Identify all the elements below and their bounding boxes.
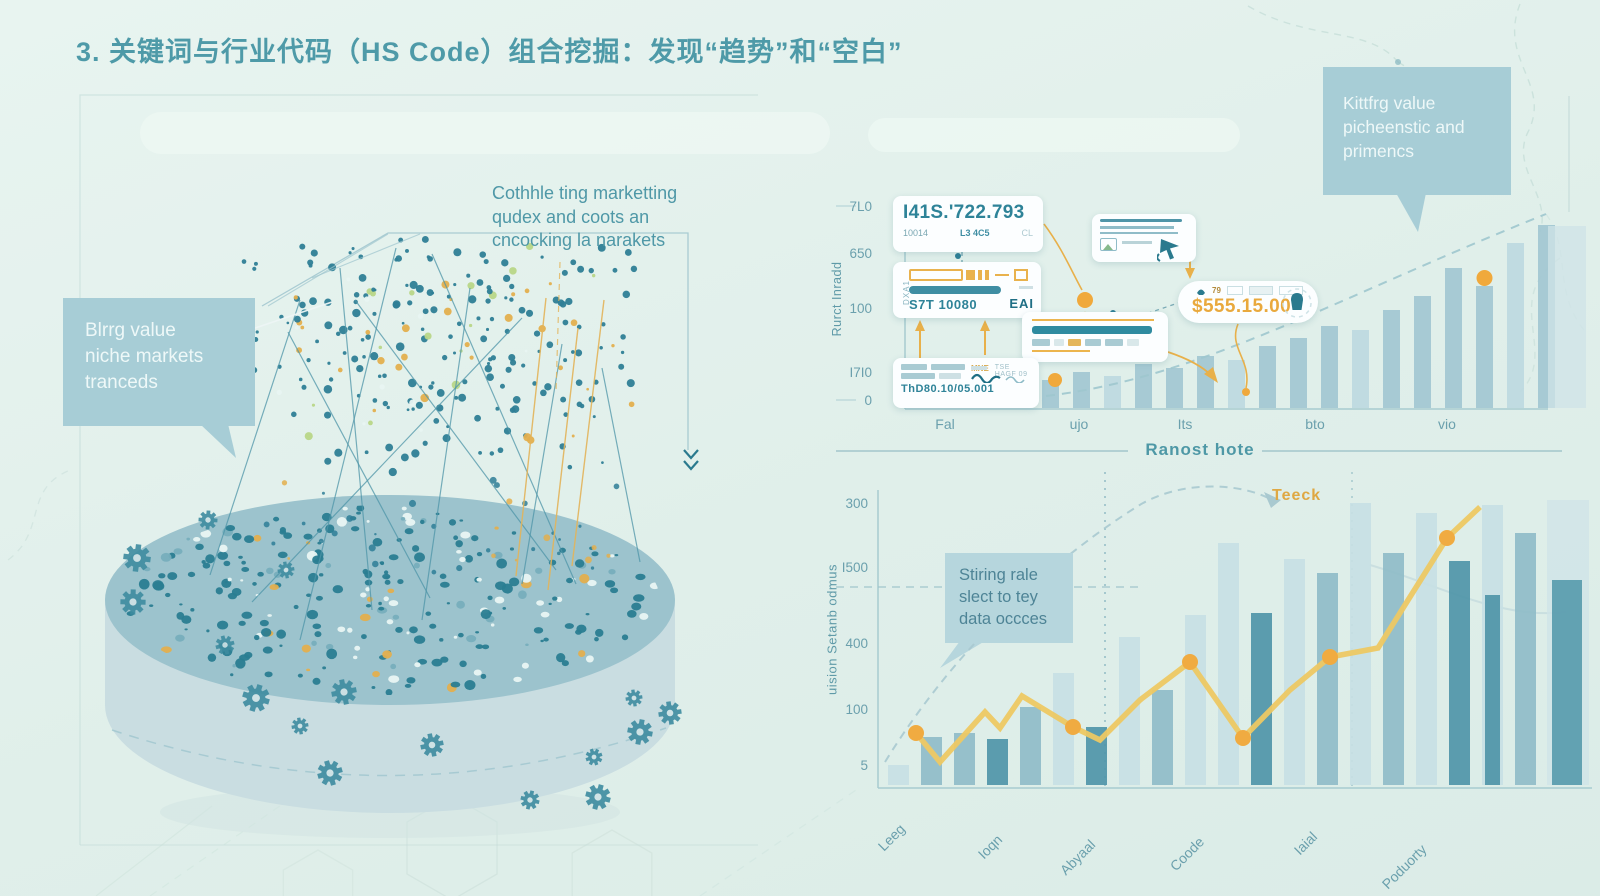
orange-rule — [1032, 350, 1090, 352]
code-card-number: S7T 10080 — [909, 297, 978, 312]
table-row-cells — [1032, 339, 1158, 346]
stat-card: I41S.'722.793 10014 L3 4C5 CL — [893, 196, 1043, 252]
funnel-outline — [261, 232, 689, 450]
top-y-tick-3: 100 — [849, 301, 872, 316]
cursor-arrow-icon — [1157, 239, 1179, 262]
orange-segment-bar — [909, 269, 1028, 281]
left-panel-outline — [79, 94, 758, 846]
progress-bar — [909, 286, 1001, 294]
top-x-tick-5: vio — [1438, 416, 1456, 432]
stat-card-sub2: L3 4C5 — [960, 228, 990, 238]
keyword-scatter-cloud — [239, 236, 638, 575]
top-x-tick-3: Its — [1177, 416, 1193, 432]
page-title: 3. 关键词与行业代码（HS Code）组合挖掘：发现“趋势”和“空白” — [76, 37, 903, 67]
dish-speckles — [126, 505, 660, 695]
text-line — [1019, 286, 1033, 289]
data-dish-illustration — [105, 495, 675, 838]
text-line — [1100, 231, 1178, 234]
note-line-2: qudex and coots an — [492, 206, 650, 227]
bottom-chart-callout: Stiring rale slect to tey data occces — [945, 553, 1073, 643]
code-card: DXA1 S7T 10080 EAI — [893, 262, 1041, 318]
double-chevron-icon — [683, 449, 699, 471]
left-callout-line-1: Blrrg value — [85, 320, 176, 341]
image-placeholder-icon — [1100, 238, 1117, 251]
price-pill-tag: 79 — [1212, 286, 1221, 295]
callout-tails — [200, 193, 1426, 668]
wave-icon — [970, 373, 1001, 385]
trend-line-label: Teeck — [1272, 487, 1322, 504]
price-pill: 79 $555.15.00 — [1178, 281, 1318, 323]
left-callout-line-3: tranceds — [85, 372, 158, 393]
text-line — [1100, 226, 1174, 229]
mini-box — [1278, 286, 1303, 295]
wave-icon-light — [1005, 376, 1025, 384]
orange-rule — [1032, 319, 1154, 321]
mini-box — [1226, 286, 1243, 295]
bottom-callout-line-2: slect to tey — [959, 588, 1038, 606]
bot-y-tick-5: 5 — [860, 758, 868, 773]
teal-bar — [1032, 326, 1152, 334]
bottom-chart-y-axis-label: uision Setanb odmus — [824, 564, 840, 695]
bot-y-tick-1: 300 — [845, 496, 868, 511]
bag-icon — [1282, 288, 1312, 318]
top-y-tick-1: 7L0 — [849, 199, 872, 214]
tr-callout-line-2: picheenstic and — [1343, 117, 1465, 137]
bot-y-tick-2: I500 — [841, 560, 868, 575]
top-bar-chart — [836, 205, 1586, 410]
trend-line — [908, 504, 1482, 767]
network-lines — [204, 233, 641, 641]
top-x-tick-4: bto — [1305, 416, 1325, 432]
table-card — [1022, 312, 1168, 362]
code-card-brand: EAI — [1009, 296, 1034, 311]
ref-card-number: ThD80.10/05.001 — [901, 383, 995, 395]
ref-card-subtag: TSE HAGF 09 — [994, 364, 1028, 378]
bottom-callout-line-3: data occces — [959, 610, 1048, 628]
stat-card-sub1: 10014 — [903, 228, 929, 238]
top-right-callout: Kittfrg value picheenstic and primencs — [1323, 67, 1511, 195]
mini-box — [1248, 286, 1273, 295]
gear-icons — [120, 510, 682, 810]
reference-card: MNE TSE HAGF 09 ThD80.10/05.001 — [893, 358, 1039, 408]
text-line — [1100, 219, 1182, 222]
text-line — [1122, 241, 1152, 244]
paw-icon — [1197, 289, 1205, 295]
left-callout: Blrrg value niche markets tranceds — [63, 298, 255, 426]
stat-card-value: I41S.'722.793 — [903, 202, 1025, 223]
top-y-tick-2: 650 — [849, 246, 872, 261]
bot-y-tick-4: 100 — [845, 702, 868, 717]
marketing-note: Cothhle ting marketting qudex and coots … — [492, 182, 677, 253]
bot-y-tick-3: 400 — [845, 636, 868, 651]
top-chart-y-axis-label: Rurct Inradd — [830, 261, 844, 337]
search-result-card — [1092, 214, 1196, 262]
top-x-tick-1: Fal — [935, 416, 955, 432]
top-y-tick-5: 0 — [864, 393, 872, 408]
left-callout-line-2: niche markets — [85, 346, 204, 367]
top-y-tick-4: I7I0 — [849, 365, 872, 380]
top-x-tick-2: ujo — [1069, 416, 1089, 432]
sparkline-icons — [970, 366, 1031, 388]
tr-callout-line-3: primencs — [1343, 141, 1414, 161]
section-divider-label: Ranost hote — [1145, 440, 1255, 459]
price-pill-amount: $555.15.00 — [1192, 296, 1292, 317]
note-line-1: Cothhle ting marketting — [492, 183, 678, 203]
tr-callout-line-1: Kittfrg value — [1343, 93, 1436, 113]
note-line-3: cncocking la narakets — [492, 230, 666, 250]
bottom-callout-line-1: Stiring rale — [959, 566, 1038, 584]
stat-card-sub3: CL — [1021, 228, 1033, 238]
